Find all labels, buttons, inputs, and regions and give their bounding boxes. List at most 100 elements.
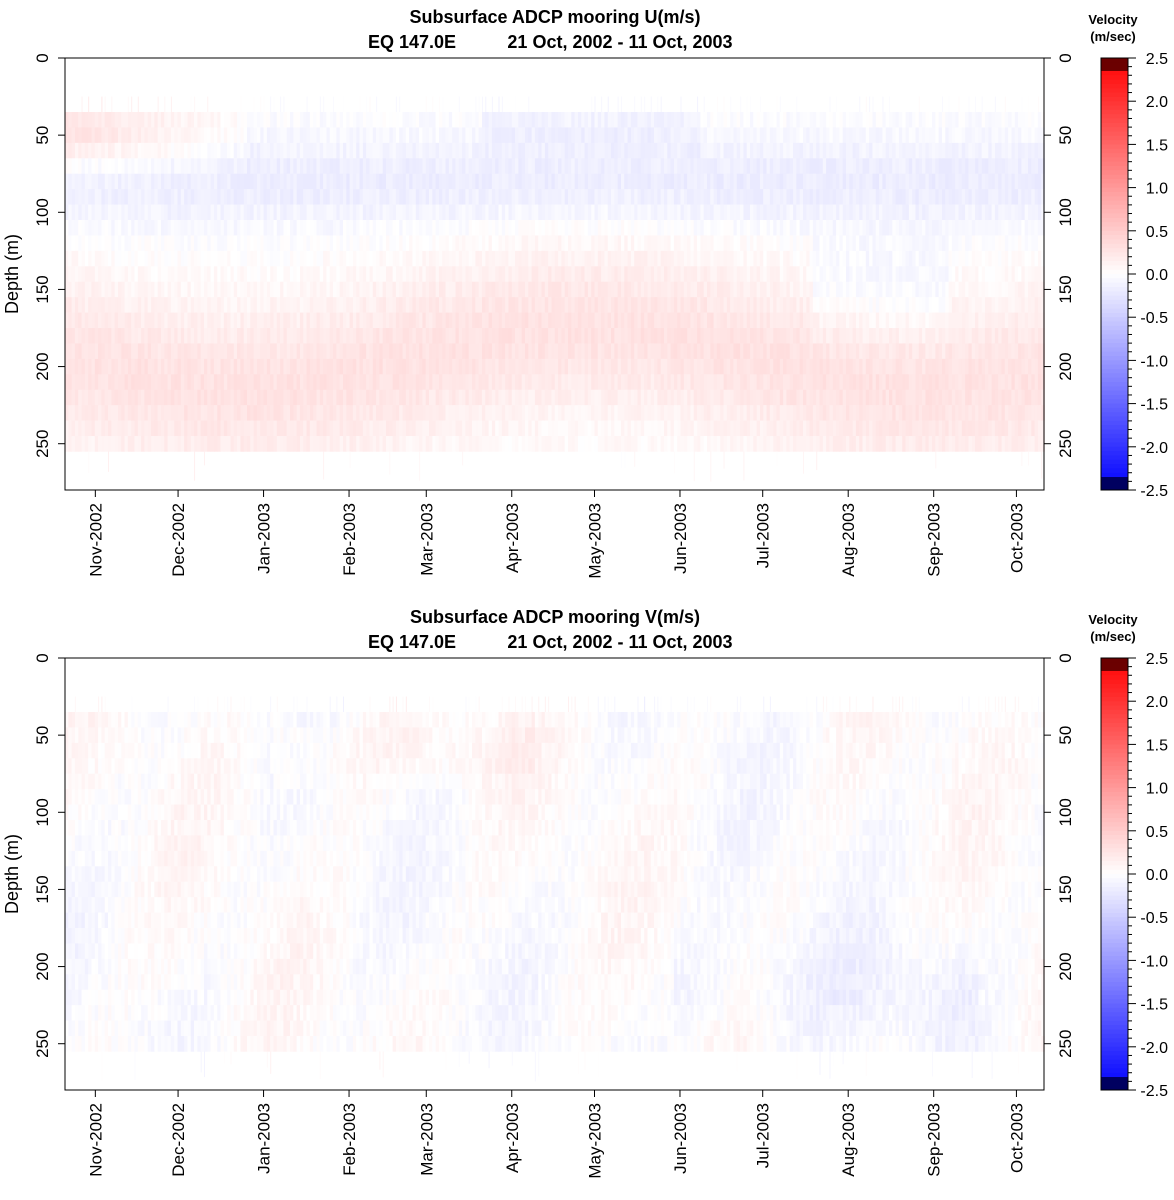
heatmap-cell <box>703 389 708 406</box>
heatmap-cell <box>640 220 645 236</box>
heatmap-cell <box>779 142 784 159</box>
heatmap-cell <box>577 312 582 329</box>
heatmap-cell <box>730 250 734 267</box>
heatmap-cell <box>620 312 625 329</box>
heatmap-cell <box>495 173 499 190</box>
heatmap-cell <box>511 142 516 159</box>
heatmap-cell <box>392 297 397 313</box>
heatmap-cell <box>611 158 615 175</box>
heatmap-cell <box>614 328 619 344</box>
heatmap-cell <box>707 220 711 236</box>
heatmap-cell <box>227 250 231 267</box>
heatmap-cell <box>577 204 582 221</box>
heatmap-cell <box>445 405 450 421</box>
heatmap-streak <box>263 96 265 112</box>
heatmap-cell <box>438 436 443 452</box>
heatmap-streak <box>660 96 662 112</box>
heatmap-cell <box>472 204 476 221</box>
heatmap-cell <box>538 220 542 236</box>
heatmap-cell <box>402 297 407 313</box>
heatmap-cell <box>313 250 317 267</box>
heatmap-cell <box>445 374 450 391</box>
heatmap-cell <box>488 112 493 128</box>
heatmap-cell <box>290 250 294 267</box>
heatmap-cell <box>462 297 466 313</box>
heatmap-cell <box>528 343 533 360</box>
heatmap-cell <box>438 328 443 344</box>
heatmap-cell <box>746 374 751 391</box>
heatmap-cell <box>783 312 787 329</box>
heatmap-cell <box>336 358 341 375</box>
heatmap-cell <box>356 112 360 128</box>
heatmap-cell <box>333 312 337 329</box>
heatmap-cell <box>614 127 619 144</box>
heatmap-cell <box>392 158 397 175</box>
heatmap-cell <box>180 297 185 313</box>
heatmap-cell <box>290 374 294 391</box>
heatmap-cell <box>108 312 112 329</box>
heatmap-cell <box>571 189 576 205</box>
heatmap-cell <box>352 420 357 437</box>
heatmap-cell <box>339 266 344 283</box>
heatmap-cell <box>299 235 304 252</box>
heatmap-cell <box>783 158 787 175</box>
heatmap-cell <box>627 142 632 159</box>
heatmap-cell <box>766 281 771 298</box>
heatmap-cell <box>591 142 595 159</box>
heatmap-cell <box>700 405 705 421</box>
heatmap-cell <box>81 297 86 313</box>
heatmap-cell <box>640 266 645 283</box>
heatmap-cell <box>137 420 142 437</box>
heatmap-cell <box>690 374 695 391</box>
heatmap-cell <box>733 250 738 267</box>
heatmap-cell <box>564 173 569 190</box>
heatmap-cell <box>339 405 344 421</box>
heatmap-cell <box>554 374 559 391</box>
heatmap-cell <box>515 220 519 236</box>
heatmap-cell <box>303 343 307 360</box>
heatmap-streak <box>104 96 106 112</box>
heatmap-cell <box>88 405 92 421</box>
heatmap-cell <box>528 204 533 221</box>
heatmap-cell <box>518 389 523 406</box>
heatmap-cell <box>481 420 486 437</box>
heatmap-cell <box>763 312 767 329</box>
heatmap-cell <box>415 312 420 329</box>
heatmap-cell <box>84 328 89 344</box>
heatmap-cell <box>187 436 192 452</box>
heatmap-cell <box>458 405 463 421</box>
heatmap-cell <box>521 127 526 144</box>
heatmap-cell <box>518 405 523 421</box>
heatmap-cell <box>432 389 437 406</box>
heatmap-cell <box>634 405 638 421</box>
heatmap-cell <box>392 374 397 391</box>
heatmap-cell <box>131 127 135 144</box>
heatmap-cell <box>591 127 595 144</box>
heatmap-cell <box>217 281 221 298</box>
heatmap-cell <box>736 173 741 190</box>
heatmap-cell <box>597 328 602 344</box>
heatmap-cell <box>187 312 192 329</box>
heatmap-cell <box>412 389 417 406</box>
heatmap-cell <box>111 374 116 391</box>
heatmap-cell <box>677 343 681 360</box>
heatmap-cell <box>263 204 268 221</box>
heatmap-cell <box>349 142 354 159</box>
heatmap-cell <box>167 328 172 344</box>
heatmap-cell <box>478 142 483 159</box>
heatmap-cell <box>227 312 231 329</box>
heatmap-cell <box>111 312 116 329</box>
heatmap-streak <box>442 96 444 112</box>
heatmap-cell <box>505 158 509 175</box>
heatmap-cell <box>591 389 595 406</box>
heatmap-cell <box>740 312 744 329</box>
heatmap-cell <box>389 127 394 144</box>
heatmap-cell <box>88 436 92 452</box>
heatmap-cell <box>604 374 609 391</box>
heatmap-cell <box>194 343 198 360</box>
heatmap-cell <box>707 266 711 283</box>
heatmap-cell <box>366 112 370 128</box>
heatmap-cell <box>266 173 271 190</box>
heatmap-cell <box>571 266 576 283</box>
heatmap-cell <box>101 405 106 421</box>
